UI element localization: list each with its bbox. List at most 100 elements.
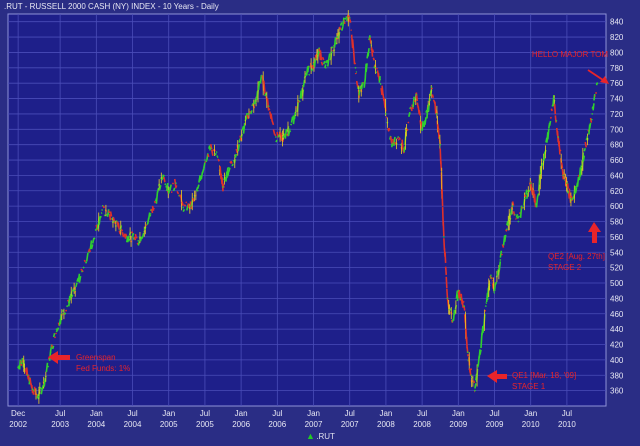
price-segment: [164, 183, 167, 186]
price-segment: [554, 115, 557, 123]
x-tick-month: Jul: [562, 409, 572, 418]
price-segment: [156, 187, 160, 193]
price-point: [312, 63, 315, 65]
price-point: [415, 93, 418, 96]
price-segment: [441, 189, 444, 207]
price-segment: [525, 189, 528, 195]
price-segment: [139, 236, 143, 242]
price-segment: [590, 118, 593, 121]
price-segment: [176, 190, 180, 195]
price-point: [204, 159, 206, 161]
price-segment: [61, 309, 64, 312]
price-point: [343, 20, 345, 23]
price-segment: [148, 214, 152, 217]
price-point: [61, 312, 64, 315]
x-tick-year: 2007: [341, 420, 359, 429]
y-tick-label: 540: [610, 248, 624, 257]
price-point: [397, 136, 400, 138]
price-segment: [558, 141, 561, 155]
y-tick-label: 600: [610, 202, 624, 211]
price-segment: [369, 37, 372, 44]
price-segment: [123, 233, 127, 239]
price-point: [557, 136, 560, 138]
price-segment: [511, 201, 515, 206]
price-segment: [56, 327, 60, 331]
price-segment: [592, 103, 595, 111]
price-point: [113, 220, 116, 223]
price-segment: [103, 214, 106, 217]
price-segment: [208, 145, 211, 149]
price-segment: [238, 138, 241, 143]
price-point: [247, 113, 250, 115]
price-segment: [137, 241, 141, 246]
price-segment: [563, 174, 566, 177]
price-point: [95, 228, 98, 231]
price-segment: [275, 139, 278, 143]
price-segment: [55, 332, 57, 335]
price-point: [421, 128, 424, 131]
price-segment: [126, 235, 130, 243]
price-point: [107, 212, 110, 215]
price-point: [505, 228, 508, 231]
price-point: [385, 113, 387, 115]
price-point: [446, 297, 449, 300]
price-point: [175, 182, 177, 184]
price-segment: [151, 205, 155, 211]
price-segment: [318, 48, 322, 61]
y-tick-label: 680: [610, 141, 624, 150]
price-segment: [370, 47, 374, 57]
price-point: [288, 128, 291, 131]
price-point: [493, 289, 496, 292]
x-tick-month: Jan: [524, 409, 537, 418]
price-segment: [41, 384, 45, 390]
y-tick-label: 440: [610, 325, 624, 334]
annotation-greenspan: Fed Funds: 1%: [76, 364, 130, 373]
price-point: [348, 16, 351, 19]
price-point: [451, 320, 454, 323]
x-tick-year: 2008: [377, 420, 395, 429]
price-segment: [469, 368, 473, 371]
price-segment: [453, 309, 457, 316]
x-tick-month: Jan: [162, 409, 175, 418]
price-segment: [82, 266, 85, 269]
price-segment: [65, 309, 68, 312]
price-segment: [83, 259, 87, 263]
price-point: [474, 389, 476, 392]
price-segment: [211, 149, 214, 156]
price-point: [294, 113, 297, 115]
price-segment: [466, 354, 470, 357]
price-point: [408, 113, 411, 115]
price-segment: [406, 128, 409, 131]
price-segment: [517, 215, 521, 218]
price-segment: [90, 244, 94, 250]
price-segment: [274, 133, 277, 137]
y-tick-label: 640: [610, 171, 624, 180]
y-tick-label: 420: [610, 341, 624, 350]
price-segment: [202, 162, 206, 169]
price-point: [182, 206, 185, 209]
price-segment: [552, 94, 555, 107]
price-segment: [169, 184, 172, 191]
price-segment: [521, 206, 524, 209]
price-segment: [476, 364, 480, 368]
price-segment: [120, 228, 124, 232]
price-segment: [501, 244, 505, 248]
price-segment: [232, 159, 235, 162]
price-segment: [141, 232, 145, 238]
price-segment: [547, 128, 550, 140]
price-segment: [107, 210, 111, 214]
price-segment: [428, 99, 432, 101]
price-segment: [503, 234, 507, 243]
price-segment: [465, 336, 468, 349]
price-segment: [588, 122, 592, 129]
x-tick-month: Jan: [307, 409, 320, 418]
price-segment: [84, 261, 88, 264]
price-segment: [548, 120, 552, 126]
price-segment: [462, 300, 465, 303]
price-segment: [39, 387, 42, 390]
price-point: [143, 228, 146, 231]
price-segment: [399, 143, 402, 146]
price-segment: [446, 288, 449, 299]
price-segment: [172, 187, 176, 192]
